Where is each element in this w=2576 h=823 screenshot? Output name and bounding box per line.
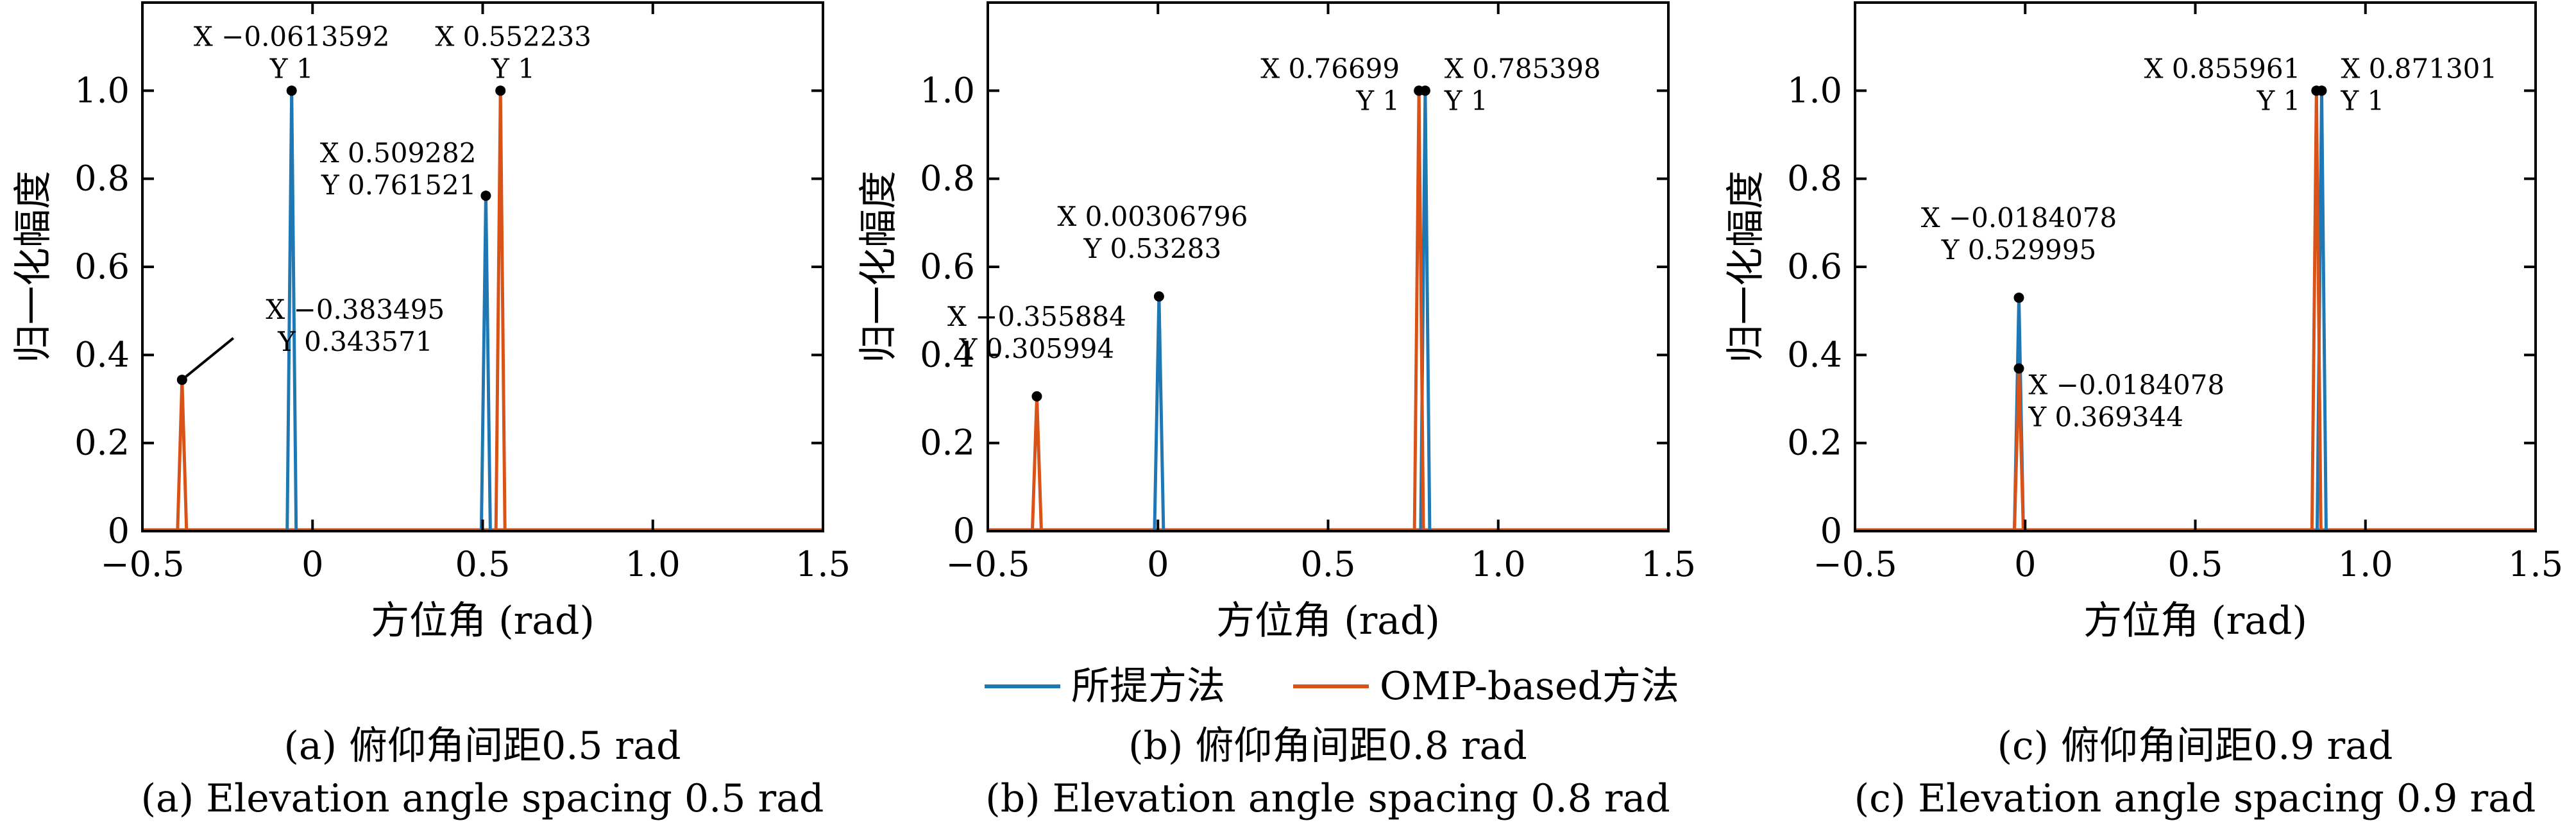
x-tick-label: 0 — [301, 544, 323, 584]
datatip-x-value: X 0.552233 — [435, 21, 591, 52]
y-tick-label: 0 — [108, 511, 130, 551]
datatip-y-value: Y 0.761521 — [321, 169, 476, 201]
y-tick-label: 0.4 — [74, 334, 130, 375]
caption-english: (c) Elevation angle spacing 0.9 rad — [1854, 776, 2536, 821]
y-tick-label: 0.2 — [920, 423, 975, 463]
datatip-x-value: X −0.0613592 — [194, 21, 390, 52]
datatip-marker — [495, 85, 506, 96]
datatip-marker — [286, 85, 297, 96]
x-axis-label: 方位角 (rad) — [2083, 598, 2307, 643]
datatip-x-value: X 0.509282 — [320, 137, 477, 169]
peak-series2-1 — [1030, 396, 1043, 532]
datatip-y-value: Y 1 — [269, 53, 314, 84]
x-tick-label: 0.5 — [1301, 544, 1356, 584]
peak-series2-2 — [494, 90, 507, 532]
datatip-y-value: Y 0.305994 — [959, 333, 1114, 364]
datatip-x-value: X 0.785398 — [1445, 53, 1601, 84]
datatip-y-value: Y 0.343571 — [277, 326, 432, 357]
caption-chinese: (a) 俯仰角间距0.5 rad — [284, 724, 681, 768]
datatip-y-value: Y 1 — [491, 53, 535, 84]
x-tick-label: 1.0 — [625, 544, 681, 584]
datatip-x-value: X 0.76699 — [1260, 53, 1400, 84]
datatip-marker — [2013, 363, 2024, 374]
x-tick-label: 1.0 — [1471, 544, 1526, 584]
x-tick-label: 1.5 — [1641, 544, 1696, 584]
y-tick-label: 0.8 — [74, 158, 130, 199]
y-tick-label: 0.2 — [74, 423, 130, 463]
datatip-marker — [480, 191, 491, 201]
datatip-x-value: X −0.355884 — [947, 301, 1126, 332]
x-tick-label: 1.5 — [2508, 544, 2563, 584]
datatip-marker — [2316, 85, 2327, 96]
datatip-x-value: X −0.383495 — [266, 294, 445, 325]
datatip-y-value: Y 0.529995 — [1941, 234, 2096, 266]
x-tick-label: 0.5 — [455, 544, 511, 584]
y-axis-label: 归一化幅度 — [11, 171, 56, 363]
datatip-marker — [176, 375, 187, 386]
datatip-x-value: X 0.855961 — [2144, 53, 2301, 84]
peak-series2-1 — [176, 380, 189, 532]
datatip-marker — [1153, 291, 1164, 302]
datatip-y-value: Y 1 — [1444, 85, 1488, 116]
peak-series1-2 — [479, 196, 492, 532]
legend-label-1: 所提方法 — [1071, 664, 1225, 709]
caption-english: (b) Elevation angle spacing 0.8 rad — [985, 776, 1670, 821]
datatip-y-value: Y 1 — [2257, 85, 2301, 116]
x-axis-label: 方位角 (rad) — [1216, 598, 1440, 643]
annotation-leader — [181, 337, 235, 381]
y-tick-label: 0.4 — [1787, 334, 1842, 375]
x-tick-label: 0.5 — [2168, 544, 2223, 584]
datatip-x-value: X 0.871301 — [2341, 53, 2497, 84]
caption-chinese: (b) 俯仰角间距0.8 rad — [1128, 724, 1527, 768]
caption-chinese: (c) 俯仰角间距0.9 rad — [1997, 724, 2393, 768]
x-tick-label: −0.5 — [1813, 544, 1897, 584]
caption-english: (a) Elevation angle spacing 0.5 rad — [141, 776, 824, 821]
peak-series2-2 — [1412, 90, 1425, 532]
x-tick-label: 1.0 — [2338, 544, 2393, 584]
y-tick-label: 1.0 — [920, 70, 975, 110]
datatip-y-value: Y 0.53283 — [1083, 233, 1221, 264]
y-tick-label: 0.6 — [74, 246, 130, 287]
y-tick-label: 0 — [1820, 511, 1842, 551]
y-tick-label: 0.8 — [1787, 158, 1842, 199]
datatip-y-value: Y 1 — [2340, 85, 2384, 116]
x-tick-label: 0 — [1147, 544, 1169, 584]
datatip-x-value: X −0.0184078 — [1921, 202, 2117, 233]
y-tick-label: 0.6 — [920, 246, 975, 287]
x-axis-label: 方位角 (rad) — [371, 598, 595, 643]
y-tick-label: 1.0 — [74, 70, 130, 110]
x-tick-label: −0.5 — [945, 544, 1030, 584]
datatip-x-value: X −0.0184078 — [2028, 369, 2224, 400]
x-tick-label: 1.5 — [795, 544, 851, 584]
peak-series1-1 — [1153, 296, 1165, 532]
datatip-y-value: Y 1 — [1355, 85, 1400, 116]
legend-label-2: OMP-based方法 — [1380, 664, 1679, 709]
datatip-y-value: Y 0.369344 — [2028, 401, 2183, 432]
datatip-marker — [1031, 391, 1042, 402]
x-tick-label: 0 — [2014, 544, 2036, 584]
datatip-marker — [1419, 85, 1430, 96]
y-tick-label: 0.4 — [920, 334, 975, 375]
y-tick-label: 0.8 — [920, 158, 975, 199]
y-axis-label: 归一化幅度 — [1724, 171, 1768, 363]
y-tick-label: 0.6 — [1787, 246, 1842, 287]
y-tick-label: 0.2 — [1787, 423, 1842, 463]
datatip-marker — [2013, 293, 2024, 303]
x-tick-label: −0.5 — [100, 544, 184, 584]
y-tick-label: 0 — [953, 511, 975, 551]
legend: 所提方法 OMP-based方法 — [985, 664, 1679, 709]
y-axis-label: 归一化幅度 — [856, 171, 901, 363]
y-tick-label: 1.0 — [1787, 70, 1842, 110]
datatip-x-value: X 0.00306796 — [1057, 201, 1248, 232]
